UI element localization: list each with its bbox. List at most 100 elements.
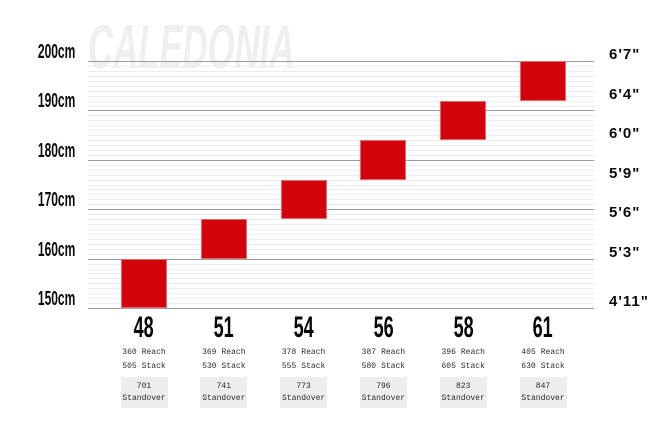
- major-gridline: [88, 258, 594, 260]
- minor-gridline: [88, 105, 594, 107]
- right-axis-tick: 6'4": [609, 85, 641, 103]
- reach-spec: 378 Reach: [264, 349, 344, 357]
- standover-label: Standover: [521, 394, 565, 403]
- reach-spec: 369 Reach: [184, 349, 264, 357]
- size-column: 51 369 Reach 530 Stack 741 Standover: [184, 313, 264, 415]
- reach-spec: 405 Reach: [503, 349, 583, 357]
- frame-size-label: 48: [133, 311, 155, 344]
- reach-label: Reach: [141, 348, 166, 357]
- left-axis-tick-label: 180cm: [37, 139, 75, 162]
- minor-gridline: [88, 184, 594, 186]
- minor-gridline: [88, 278, 594, 280]
- stack-value: 580: [361, 362, 377, 371]
- right-axis-tick: 5'6": [609, 204, 641, 222]
- standover-box: 701 Standover: [120, 377, 168, 408]
- minor-gridline: [88, 214, 594, 216]
- standover-box: 823 Standover: [439, 377, 487, 408]
- stack-spec: 555 Stack: [264, 363, 344, 371]
- stack-value: 630: [521, 362, 536, 371]
- minor-gridline: [88, 293, 594, 295]
- minor-gridline: [88, 75, 594, 77]
- standover-value: 701: [136, 382, 152, 391]
- stack-value: 505: [122, 362, 137, 371]
- watermark-text: CALEDONIA: [88, 13, 295, 82]
- reach-label: Reach: [460, 348, 485, 357]
- standover-value: 847: [535, 382, 551, 391]
- reach-spec: 387 Reach: [343, 349, 423, 357]
- standover-box: 847 Standover: [519, 377, 567, 408]
- size-range-block: [200, 219, 247, 259]
- minor-gridline: [88, 273, 594, 275]
- major-gridline: [88, 209, 594, 211]
- minor-gridline: [88, 90, 594, 92]
- minor-gridline: [88, 243, 594, 245]
- standover-label: Standover: [361, 394, 405, 403]
- minor-gridline: [88, 263, 594, 265]
- left-axis-tick: 200cm: [0, 42, 75, 62]
- minor-gridline: [88, 189, 594, 191]
- minor-gridline: [88, 253, 594, 255]
- right-axis-tick: 4'11": [609, 293, 649, 310]
- minor-gridline: [88, 120, 594, 122]
- reach-value: 360: [122, 348, 137, 357]
- standover-box: 796 Standover: [359, 377, 407, 408]
- left-axis-tick-label: 160cm: [37, 238, 75, 261]
- major-gridline: [88, 308, 594, 309]
- stack-spec: 605 Stack: [423, 363, 503, 371]
- minor-gridline: [88, 238, 594, 240]
- reach-label: Reach: [301, 348, 326, 357]
- minor-gridline: [88, 298, 594, 300]
- stack-label: Stack: [221, 362, 246, 371]
- minor-gridline: [88, 65, 594, 67]
- reach-spec: 360 Reach: [104, 349, 184, 357]
- minor-gridline: [88, 288, 594, 290]
- minor-gridline: [88, 303, 594, 305]
- stack-value: 555: [281, 362, 297, 371]
- minor-gridline: [88, 85, 594, 87]
- stack-label: Stack: [540, 362, 565, 371]
- reach-value: 387: [361, 348, 377, 357]
- frame-size-label: 61: [532, 311, 554, 344]
- reach-label: Reach: [221, 348, 246, 357]
- reach-label: Reach: [540, 348, 565, 357]
- size-range-block: [121, 258, 167, 308]
- minor-gridline: [88, 125, 594, 127]
- minor-gridline: [88, 135, 594, 137]
- reach-label: Reach: [381, 348, 406, 357]
- right-axis-tick: 6'7": [609, 46, 641, 63]
- stack-value: 605: [441, 362, 456, 371]
- standover-label: Standover: [122, 394, 166, 403]
- standover-label: Standover: [202, 394, 246, 403]
- minor-gridline: [88, 268, 594, 270]
- reach-value: 378: [281, 348, 297, 357]
- reach-value: 405: [521, 348, 536, 357]
- minor-gridline: [88, 115, 594, 117]
- frame-size-label: 54: [293, 311, 314, 344]
- standover-value: 823: [455, 382, 471, 391]
- frame-size-label: 58: [453, 311, 474, 344]
- minor-gridline: [88, 169, 594, 171]
- minor-gridline: [88, 80, 594, 82]
- minor-gridline: [88, 283, 594, 285]
- minor-gridline: [88, 140, 594, 141]
- standover-value: 741: [216, 382, 231, 391]
- minor-gridline: [88, 154, 594, 156]
- minor-gridline: [88, 70, 594, 72]
- right-axis-tick: 6'0": [609, 125, 641, 142]
- minor-gridline: [88, 179, 594, 181]
- stack-label: Stack: [460, 362, 485, 371]
- left-axis-tick-label: 150cm: [37, 288, 75, 310]
- minor-gridline: [88, 233, 594, 235]
- left-axis-tick: 180cm: [0, 141, 75, 161]
- right-axis-tick: 5'9": [609, 164, 641, 182]
- minor-gridline: [88, 174, 594, 176]
- minor-gridline: [88, 194, 594, 196]
- major-gridline: [88, 159, 594, 161]
- stack-label: Stack: [381, 362, 406, 371]
- frame-size-label: 51: [213, 311, 234, 344]
- size-column: 48 360 Reach 505 Stack 701 Standover: [104, 313, 184, 415]
- left-axis-tick: 170cm: [0, 190, 75, 210]
- minor-gridline: [88, 164, 594, 166]
